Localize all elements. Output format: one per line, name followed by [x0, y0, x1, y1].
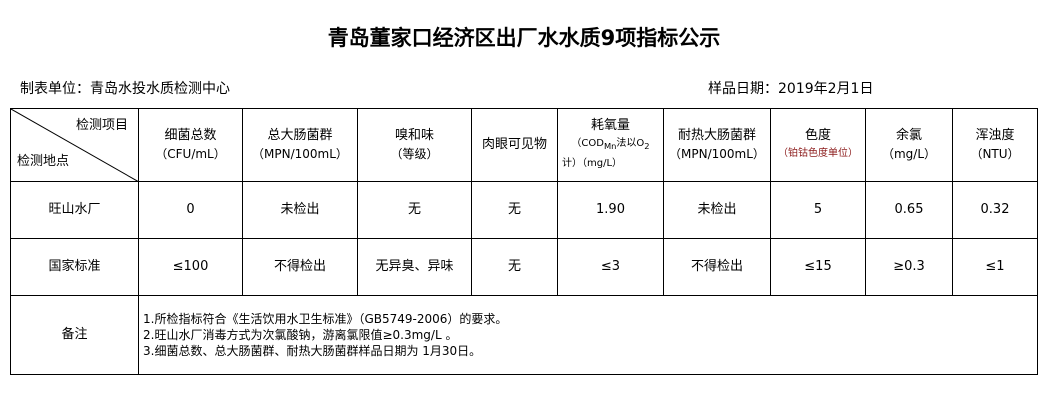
cell: ≤100 [138, 238, 243, 296]
notes-content: 1.所检指标符合《生活饮用水卫生标准》（GB5749-2006）的要求。 2.旺… [138, 295, 1038, 375]
table-row: 国家标准 ≤100 不得检出 无异臭、异味 无 ≤3 不得检出 ≤15 ≥0.3… [10, 238, 1038, 296]
cell: 不得检出 [663, 238, 771, 296]
cell: 5 [770, 181, 866, 239]
col-header: 嗅和味 （等级） [357, 108, 472, 182]
cell: 未检出 [242, 181, 358, 239]
col-header: 总大肠菌群 （MPN/100mL） [242, 108, 358, 182]
cell: 未检出 [663, 181, 771, 239]
table-row: 旺山水厂 0 未检出 无 无 1.90 未检出 5 0.65 0.32 [10, 181, 1038, 239]
row-label: 国家标准 [10, 238, 139, 296]
corner-top: 检测项目 [75, 118, 128, 133]
cell: ≤3 [557, 238, 664, 296]
water-quality-table: 检测项目 检测地点 细菌总数 （CFU/mL） 总大肠菌群 （MPN/100mL） … [10, 108, 1038, 375]
cell: 不得检出 [242, 238, 358, 296]
col-header: 余氯 （mg/L） [865, 108, 953, 182]
row-label: 旺山水厂 [10, 181, 139, 239]
notes-label: 备注 [10, 295, 139, 375]
cell: 0.32 [952, 181, 1038, 239]
cell: 0.65 [865, 181, 953, 239]
diagonal-line [11, 109, 139, 182]
corner-bottom: 检测地点 [17, 154, 70, 169]
cell: 无 [357, 181, 472, 239]
col-header: 细菌总数 （CFU/mL） [138, 108, 243, 182]
sample-date: 样品日期：2019年2月1日 [708, 81, 874, 97]
cell: ≤15 [770, 238, 866, 296]
note-line: 1.所检指标符合《生活饮用水卫生标准》（GB5749-2006）的要求。 [143, 312, 508, 326]
col-header: 色度 （铂钴色度单位） [770, 108, 866, 182]
cell: 无异臭、异味 [357, 238, 472, 296]
note-line: 3.细菌总数、总大肠菌群、耐热大肠菌群样品日期为 1月30日。 [143, 344, 482, 358]
cell: 无 [471, 181, 558, 239]
header-row: 检测项目 检测地点 细菌总数 （CFU/mL） 总大肠菌群 （MPN/100mL） … [10, 108, 1038, 182]
page-title: 青岛董家口经济区出厂水水质9项指标公示 [327, 26, 721, 50]
cell: 1.90 [557, 181, 664, 239]
cell: ≤1 [952, 238, 1038, 296]
corner-cell: 检测项目 检测地点 [10, 108, 139, 182]
col-header: 肉眼可见物 [471, 108, 558, 182]
note-line: 2.旺山水厂消毒方式为次氯酸钠，游离氯限值≥0.3mg/L 。 [143, 328, 458, 342]
col-header: 耗氧量 （CODMn法以O2 计）（mg/L） [557, 108, 664, 182]
col-header: 浑浊度 （NTU） [952, 108, 1038, 182]
col-header: 耐热大肠菌群 （MPN/100mL） [663, 108, 771, 182]
cell: 0 [138, 181, 243, 239]
cell: 无 [471, 238, 558, 296]
organization: 制表单位：青岛水投水质检测中心 [20, 81, 230, 97]
cell: ≥0.3 [865, 238, 953, 296]
notes-row: 备注 1.所检指标符合《生活饮用水卫生标准》（GB5749-2006）的要求。 … [10, 295, 1038, 375]
